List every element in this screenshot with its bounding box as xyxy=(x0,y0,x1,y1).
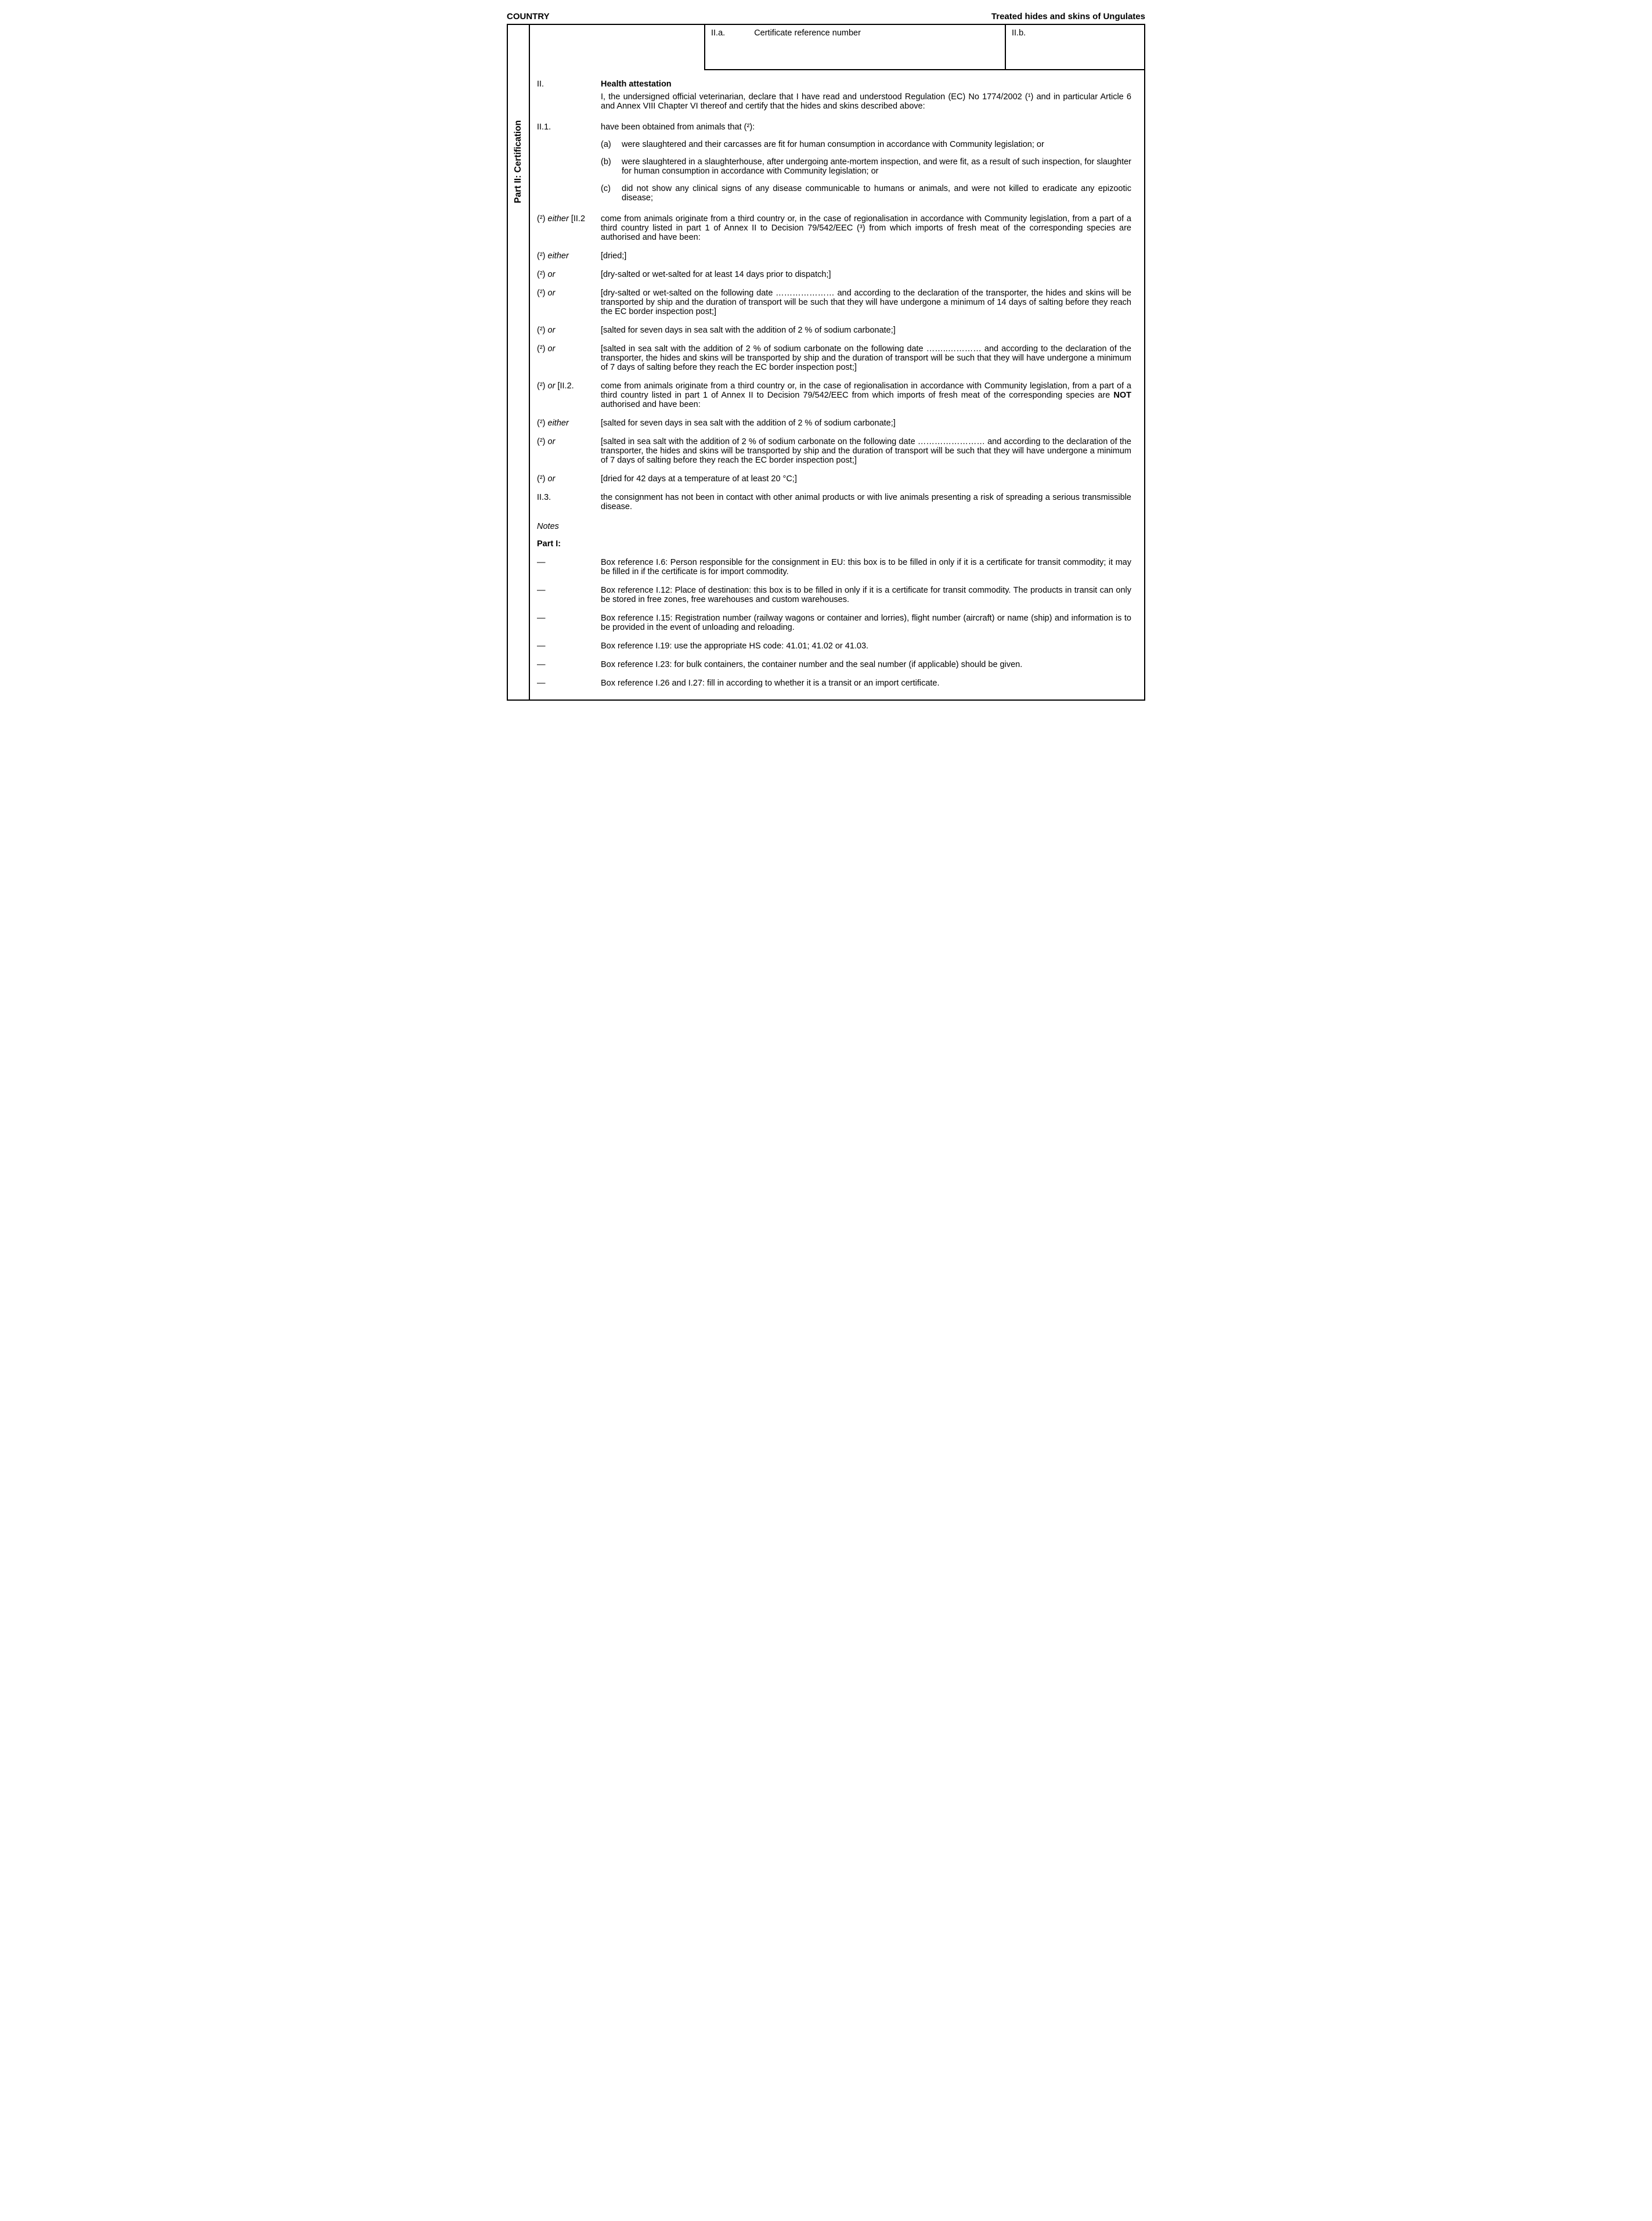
header-right: Treated hides and skins of Ungulates xyxy=(991,12,1145,21)
text-II1: have been obtained from animals that (²)… xyxy=(601,122,1131,203)
sub-c-text: did not show any clinical signs of any d… xyxy=(622,184,1131,203)
label-or5: (²) or xyxy=(537,437,601,465)
II-title: Health attestation xyxy=(601,80,1131,89)
row-II1: II.1. have been obtained from animals th… xyxy=(537,122,1131,203)
sub-b-text: were slaughtered in a slaughterhouse, af… xyxy=(622,157,1131,176)
label-eitherII2: (²) either [II.2 xyxy=(537,214,601,242)
sub-c-label: (c) xyxy=(601,184,622,203)
text-orII2b: come from animals originate from a third… xyxy=(601,381,1131,409)
text-or2: [dry-salted or wet-salted on the followi… xyxy=(601,289,1131,316)
row-or6: (²) or [dried for 42 days at a temperatu… xyxy=(537,474,1131,484)
note-3: — Box reference I.15: Registration numbe… xyxy=(537,614,1131,632)
note-4-text: Box reference I.19: use the appropriate … xyxy=(601,641,1131,651)
text-eitherII2: come from animals originate from a third… xyxy=(601,214,1131,242)
text-either2: [salted for seven days in sea salt with … xyxy=(601,419,1131,428)
page-header: COUNTRY Treated hides and skins of Ungul… xyxy=(507,12,1145,21)
row-or2: (²) or [dry-salted or wet-salted on the … xyxy=(537,289,1131,316)
row-or1: (²) or [dry-salted or wet-salted for at … xyxy=(537,270,1131,279)
box-IIa-text: Certificate reference number xyxy=(754,28,861,66)
row-II3: II.3. the consignment has not been in co… xyxy=(537,493,1131,511)
label-either2: (²) either xyxy=(537,419,601,428)
label-or3: (²) or xyxy=(537,326,601,335)
row-or3: (²) or [salted for seven days in sea sal… xyxy=(537,326,1131,335)
top-box-row: II.a. Certificate reference number II.b. xyxy=(704,25,1144,70)
text-or5: [salted in sea salt with the addition of… xyxy=(601,437,1131,465)
label-or4: (²) or xyxy=(537,344,601,372)
note-1: — Box reference I.6: Person responsible … xyxy=(537,558,1131,576)
note-3-dash: — xyxy=(537,614,601,632)
label-or6: (²) or xyxy=(537,474,601,484)
sub-a: (a) were slaughtered and their carcasses… xyxy=(601,140,1131,149)
II1-text: have been obtained from animals that (²)… xyxy=(601,122,1131,132)
note-5-dash: — xyxy=(537,660,601,669)
row-either1: (²) either [dried;] xyxy=(537,251,1131,261)
box-IIa-label: II.a. xyxy=(711,28,725,66)
note-4-dash: — xyxy=(537,641,601,651)
row-or4: (²) or [salted in sea salt with the addi… xyxy=(537,344,1131,372)
note-5: — Box reference I.23: for bulk container… xyxy=(537,660,1131,669)
partI-title: Part I: xyxy=(537,539,1131,549)
text-or6: [dried for 42 days at a temperature of a… xyxy=(601,474,1131,484)
text-II: Health attestation I, the undersigned of… xyxy=(601,80,1131,111)
note-2: — Box reference I.12: Place of destinati… xyxy=(537,586,1131,604)
note-6: — Box reference I.26 and I.27: fill in a… xyxy=(537,679,1131,688)
note-1-text: Box reference I.6: Person responsible fo… xyxy=(601,558,1131,576)
text-or4: [salted in sea salt with the addition of… xyxy=(601,344,1131,372)
label-or2: (²) or xyxy=(537,289,601,316)
sub-c: (c) did not show any clinical signs of a… xyxy=(601,184,1131,203)
notes-title: Notes xyxy=(537,522,1131,531)
text-or3: [salted for seven days in sea salt with … xyxy=(601,326,1131,335)
label-either1: (²) either xyxy=(537,251,601,261)
row-or5: (²) or [salted in sea salt with the addi… xyxy=(537,437,1131,465)
outer-frame: Part II: Certification II.a. Certificate… xyxy=(507,24,1145,701)
sidebar-column: Part II: Certification xyxy=(508,25,530,700)
label-II: II. xyxy=(537,80,601,111)
header-left: COUNTRY xyxy=(507,12,550,21)
note-6-text: Box reference I.26 and I.27: fill in acc… xyxy=(601,679,1131,688)
note-5-text: Box reference I.23: for bulk containers,… xyxy=(601,660,1131,669)
row-II: II. Health attestation I, the undersigne… xyxy=(537,80,1131,111)
note-6-dash: — xyxy=(537,679,601,688)
content-area: II. Health attestation I, the undersigne… xyxy=(530,70,1144,700)
II-intro: I, the undersigned official veterinarian… xyxy=(601,92,1131,111)
row-either2: (²) either [salted for seven days in sea… xyxy=(537,419,1131,428)
box-IIb-label: II.b. xyxy=(1012,28,1026,38)
note-4: — Box reference I.19: use the appropriat… xyxy=(537,641,1131,651)
row-orII2b: (²) or [II.2. come from animals originat… xyxy=(537,381,1131,409)
sub-b: (b) were slaughtered in a slaughterhouse… xyxy=(601,157,1131,176)
sub-b-label: (b) xyxy=(601,157,622,176)
text-II3: the consignment has not been in contact … xyxy=(601,493,1131,511)
sidebar-label: Part II: Certification xyxy=(513,112,524,211)
note-1-dash: — xyxy=(537,558,601,576)
text-either1: [dried;] xyxy=(601,251,1131,261)
text-or1: [dry-salted or wet-salted for at least 1… xyxy=(601,270,1131,279)
row-eitherII2: (²) either [II.2 come from animals origi… xyxy=(537,214,1131,242)
label-II3: II.3. xyxy=(537,493,601,511)
certificate-page: COUNTRY Treated hides and skins of Ungul… xyxy=(507,12,1145,701)
note-2-text: Box reference I.12: Place of destination… xyxy=(601,586,1131,604)
note-2-dash: — xyxy=(537,586,601,604)
note-3-text: Box reference I.15: Registration number … xyxy=(601,614,1131,632)
sub-a-text: were slaughtered and their carcasses are… xyxy=(622,140,1131,149)
sub-a-label: (a) xyxy=(601,140,622,149)
box-IIb: II.b. xyxy=(1005,25,1144,69)
label-II1: II.1. xyxy=(537,122,601,203)
main-column: II.a. Certificate reference number II.b.… xyxy=(530,25,1144,700)
label-orII2b: (²) or [II.2. xyxy=(537,381,601,409)
box-IIa: II.a. Certificate reference number xyxy=(704,25,1005,69)
label-or1: (²) or xyxy=(537,270,601,279)
